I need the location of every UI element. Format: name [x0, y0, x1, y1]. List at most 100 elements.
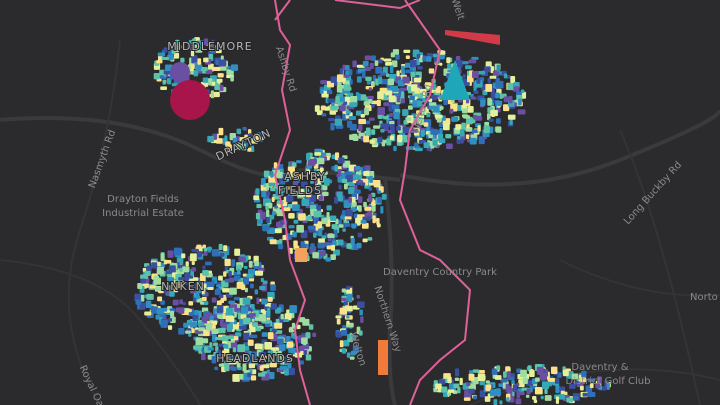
building	[573, 381, 579, 386]
building	[170, 310, 175, 317]
building	[210, 90, 215, 99]
building	[395, 54, 400, 60]
building	[279, 344, 286, 351]
building	[286, 341, 294, 348]
building	[384, 123, 389, 131]
ward-boundary	[273, 0, 311, 405]
building	[258, 372, 266, 377]
building	[443, 123, 450, 131]
building	[505, 383, 510, 392]
building	[305, 332, 311, 339]
building	[307, 225, 315, 230]
building	[202, 265, 206, 270]
building	[263, 170, 270, 178]
building	[271, 197, 275, 202]
building	[554, 378, 559, 384]
building	[337, 168, 342, 177]
building	[430, 128, 438, 135]
building	[443, 391, 449, 398]
building	[217, 327, 226, 334]
boundary	[273, 0, 472, 405]
building	[356, 242, 362, 249]
building	[344, 209, 353, 217]
building	[336, 318, 341, 325]
building	[547, 377, 556, 382]
building	[144, 311, 152, 316]
building	[255, 212, 261, 220]
building	[402, 76, 410, 84]
building	[364, 55, 372, 61]
building	[224, 258, 231, 267]
building	[520, 369, 527, 378]
building	[535, 377, 540, 382]
building	[447, 63, 453, 71]
building	[373, 125, 381, 129]
building	[242, 297, 251, 305]
building	[195, 49, 203, 53]
building	[307, 158, 316, 166]
building	[313, 210, 322, 218]
building	[242, 126, 247, 131]
building	[234, 332, 242, 337]
building	[163, 47, 168, 53]
building	[256, 219, 263, 224]
building	[359, 94, 367, 101]
building	[291, 162, 297, 168]
building	[566, 397, 574, 403]
road	[0, 259, 201, 405]
building	[278, 244, 284, 250]
building	[247, 129, 252, 135]
building	[397, 134, 403, 143]
building	[322, 191, 329, 196]
building	[218, 363, 225, 367]
building	[142, 267, 147, 272]
building	[439, 127, 443, 134]
building	[248, 363, 256, 369]
building	[489, 75, 497, 79]
building	[267, 350, 273, 354]
road	[469, 368, 720, 405]
building	[467, 106, 474, 113]
building	[146, 293, 154, 300]
building	[559, 386, 565, 391]
building	[223, 245, 228, 252]
building	[573, 396, 579, 401]
building	[415, 58, 421, 66]
building	[266, 191, 271, 196]
building	[194, 309, 199, 316]
building	[512, 384, 518, 393]
building	[146, 265, 152, 273]
building	[352, 60, 357, 68]
building	[160, 86, 167, 91]
building	[569, 384, 576, 389]
building	[419, 57, 424, 63]
building	[465, 134, 470, 140]
building	[443, 99, 448, 106]
building	[248, 350, 252, 357]
building	[179, 248, 183, 254]
building	[506, 397, 510, 402]
building	[211, 334, 217, 342]
building	[349, 332, 353, 341]
building	[454, 377, 460, 382]
building	[271, 347, 280, 351]
building	[236, 359, 241, 368]
building	[197, 58, 202, 65]
building	[459, 377, 463, 386]
building	[156, 308, 165, 315]
building	[226, 335, 234, 340]
building	[435, 383, 442, 389]
building	[209, 315, 214, 321]
building	[140, 278, 146, 284]
building	[338, 157, 345, 164]
building	[261, 298, 268, 305]
building	[161, 56, 169, 61]
building	[401, 65, 405, 74]
building	[153, 277, 162, 285]
building	[244, 287, 248, 293]
building	[265, 205, 269, 211]
building	[181, 253, 186, 259]
building	[352, 174, 360, 180]
building	[246, 273, 254, 278]
